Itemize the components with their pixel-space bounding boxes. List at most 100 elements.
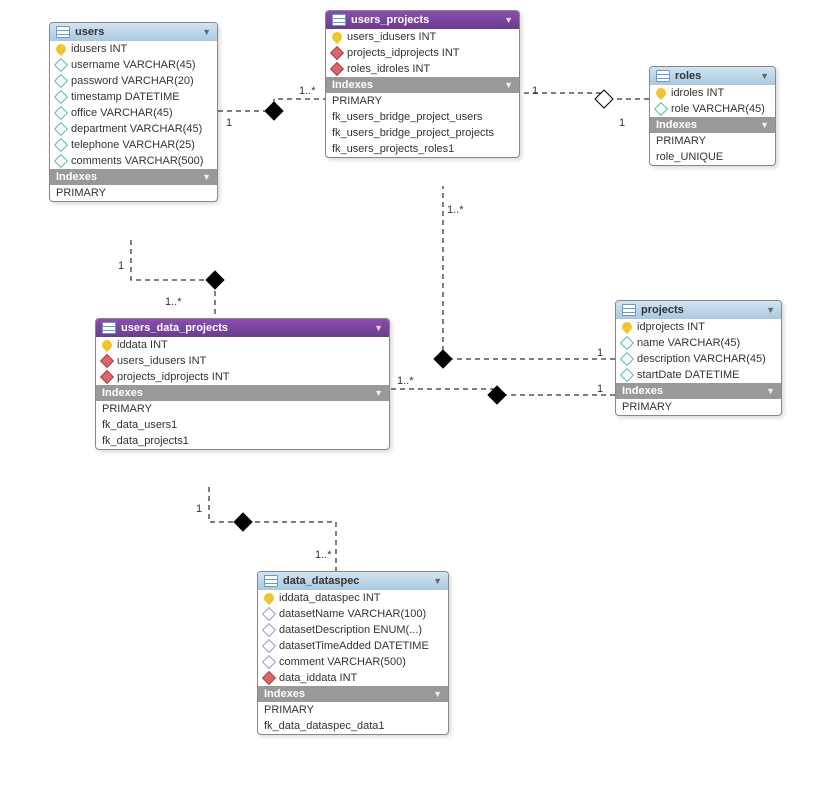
table-icon [102,322,116,334]
column-row[interactable]: datasetDescription ENUM(...) [258,622,448,638]
index-row[interactable]: fk_users_projects_roles1 [326,141,519,157]
column-row[interactable]: iddata INT [96,337,389,353]
table-users_data_projects[interactable]: users_data_projects▼iddata INT users_idus… [95,318,390,450]
column-label: users_idusers INT [347,31,436,43]
indexes-header[interactable]: Indexes▼ [650,117,775,133]
table-projects[interactable]: projects▼idprojects INTname VARCHAR(45)d… [615,300,782,416]
table-name: roles [675,70,760,82]
index-row[interactable]: fk_users_bridge_project_projects [326,125,519,141]
index-row[interactable]: PRIMARY [96,401,389,417]
table-users_projects[interactable]: users_projects▼ users_idusers INT projects… [325,10,520,158]
collapse-triangle-icon[interactable]: ▼ [766,305,775,315]
column-row[interactable]: iddata_dataspec INT [258,590,448,606]
table-icon [56,26,70,38]
collapse-triangle-icon[interactable]: ▼ [374,388,383,398]
indexes-header[interactable]: Indexes ▼ [96,385,389,401]
column-row[interactable]: comments VARCHAR(500) [50,153,217,169]
cardinality-label: 1 [597,383,603,395]
column-row[interactable]: role VARCHAR(45) [650,101,775,117]
key-icon [330,30,344,44]
column-label: department VARCHAR(45) [71,123,202,135]
relationship-line-users_projects__roles[interactable] [520,93,649,99]
column-icon [620,336,634,350]
collapse-triangle-icon[interactable]: ▼ [504,80,513,90]
collapse-triangle-icon[interactable]: ▼ [374,323,383,333]
indexes-header[interactable]: Indexes▼ [616,383,781,399]
cardinality-label: 1 [226,117,232,129]
index-row[interactable]: PRIMARY [50,185,217,201]
column-row[interactable]: datasetTimeAdded DATETIME [258,638,448,654]
collapse-triangle-icon[interactable]: ▼ [760,71,769,81]
column-row[interactable]: idusers INT [50,41,217,57]
column-row[interactable]: comment VARCHAR(500) [258,654,448,670]
index-row[interactable]: fk_users_bridge_project_users [326,109,519,125]
index-row[interactable]: fk_data_projects1 [96,433,389,449]
column-label: role VARCHAR(45) [671,103,765,115]
index-row[interactable]: fk_data_users1 [96,417,389,433]
relationship-line-users_projects__projects[interactable] [443,186,615,359]
collapse-triangle-icon[interactable]: ▼ [766,386,775,396]
column-row[interactable]: username VARCHAR(45) [50,57,217,73]
collapse-triangle-icon[interactable]: ▼ [433,689,442,699]
collapse-triangle-icon[interactable]: ▼ [433,576,442,586]
index-row[interactable]: role_UNIQUE [650,149,775,165]
column-row[interactable]: users_idusers INT [96,353,389,369]
relationship-diamond-icon [234,513,252,531]
index-row[interactable]: PRIMARY [326,93,519,109]
column-icon [54,154,68,168]
column-icon [54,58,68,72]
column-row[interactable]: timestamp DATETIME [50,89,217,105]
indexes-section: PRIMARYfk_users_bridge_project_usersfk_u… [326,93,519,157]
collapse-triangle-icon[interactable]: ▼ [202,27,211,37]
column-row[interactable]: datasetName VARCHAR(100) [258,606,448,622]
relationship-line-users__users_projects[interactable] [218,99,325,111]
cardinality-label: 1 [597,347,603,359]
indexes-header[interactable]: Indexes ▼ [326,77,519,93]
column-row[interactable]: startDate DATETIME [616,367,781,383]
table-roles[interactable]: roles▼idroles INTrole VARCHAR(45)Indexes… [649,66,776,166]
collapse-triangle-icon[interactable]: ▼ [760,120,769,130]
collapse-triangle-icon[interactable]: ▼ [202,172,211,182]
column-row[interactable]: description VARCHAR(45) [616,351,781,367]
column-row[interactable]: password VARCHAR(20) [50,73,217,89]
column-row[interactable]: department VARCHAR(45) [50,121,217,137]
column-row[interactable]: data_iddata INT [258,670,448,686]
index-row[interactable]: PRIMARY [258,702,448,718]
index-row[interactable]: fk_data_dataspec_data1 [258,718,448,734]
relationship-diamond-icon [265,102,283,120]
column-icon [54,74,68,88]
column-row[interactable]: idroles INT [650,85,775,101]
cardinality-label: 1..* [299,85,316,97]
column-row[interactable]: office VARCHAR(45) [50,105,217,121]
column-row[interactable]: telephone VARCHAR(25) [50,137,217,153]
table-title[interactable]: users_projects▼ [326,11,519,29]
column-row[interactable]: users_idusers INT [326,29,519,45]
table-title[interactable]: roles▼ [650,67,775,85]
columns-section: idprojects INTname VARCHAR(45)descriptio… [616,319,781,383]
column-row[interactable]: roles_idroles INT [326,61,519,77]
table-title[interactable]: projects▼ [616,301,781,319]
column-label: password VARCHAR(20) [71,75,194,87]
table-title[interactable]: users_data_projects▼ [96,319,389,337]
table-users[interactable]: users▼ idusers INT username VARCHAR(45) pas… [49,22,218,202]
table-title[interactable]: users▼ [50,23,217,41]
column-row[interactable]: idprojects INT [616,319,781,335]
relationship-line-users_data_projects__projects[interactable] [390,389,615,395]
column-row[interactable]: name VARCHAR(45) [616,335,781,351]
column-label: idusers INT [71,43,127,55]
indexes-header[interactable]: Indexes▼ [50,169,217,185]
columns-section: idusers INT username VARCHAR(45) password … [50,41,217,169]
column-row[interactable]: projects_idprojects INT [326,45,519,61]
indexes-header[interactable]: Indexes▼ [258,686,448,702]
indexes-header-label: Indexes [102,387,143,399]
index-row[interactable]: PRIMARY [616,399,781,415]
table-title[interactable]: data_dataspec▼ [258,572,448,590]
key-icon [262,591,276,605]
collapse-triangle-icon[interactable]: ▼ [504,15,513,25]
column-label: datasetName VARCHAR(100) [279,608,426,620]
column-label: users_idusers INT [117,355,206,367]
index-row[interactable]: PRIMARY [650,133,775,149]
column-row[interactable]: projects_idprojects INT [96,369,389,385]
table-data_dataspec[interactable]: data_dataspec▼iddata_dataspec INT dataset… [257,571,449,735]
indexes-header-label: Indexes [332,79,373,91]
